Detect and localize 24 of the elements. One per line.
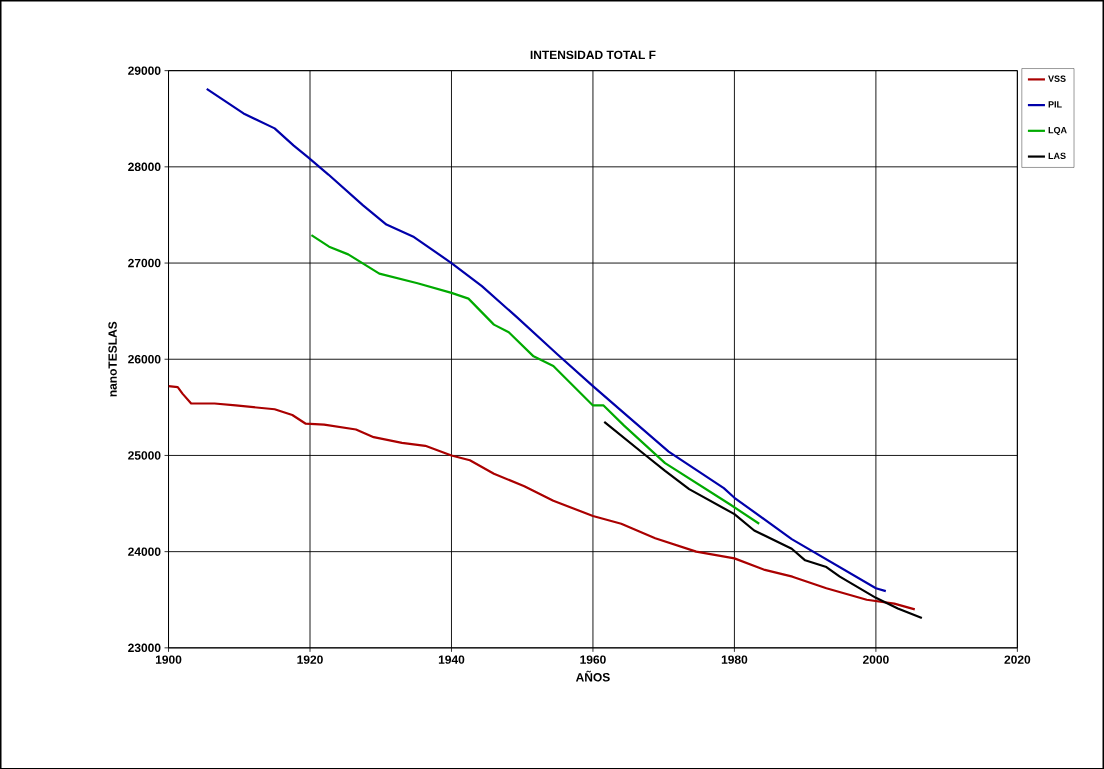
x-tick-label: 1940 [438,655,465,664]
legend-label: PIL [1048,101,1062,108]
y-tick-label: 23000 [128,643,161,652]
x-tick-label: 1900 [155,655,182,664]
legend-label: VSS [1048,75,1066,82]
x-tick-label: 2020 [1004,655,1031,664]
y-tick-label: 24000 [128,547,161,556]
legend-label: LAS [1048,152,1066,159]
chart-title: INTENSIDAD TOTAL F [530,50,656,59]
x-tick-label: 1920 [297,655,323,664]
y-tick-label: 28000 [128,162,161,171]
y-tick-label: 27000 [128,258,161,268]
line-series [603,420,923,619]
x-tick-label: 1980 [721,655,748,664]
y-tick-label: 25000 [128,450,161,460]
legend-label: LQA [1048,126,1067,135]
x-tick-label: 2000 [862,655,889,664]
line-series [205,87,887,592]
line-series [310,233,761,525]
x-axis-title: AÑOS [575,670,610,682]
y-axis-title: nanoTESLAS [108,321,117,397]
x-tick-label: 1960 [580,655,606,664]
y-tick-label: 29000 [128,66,161,75]
y-tick-label: 26000 [128,354,161,364]
